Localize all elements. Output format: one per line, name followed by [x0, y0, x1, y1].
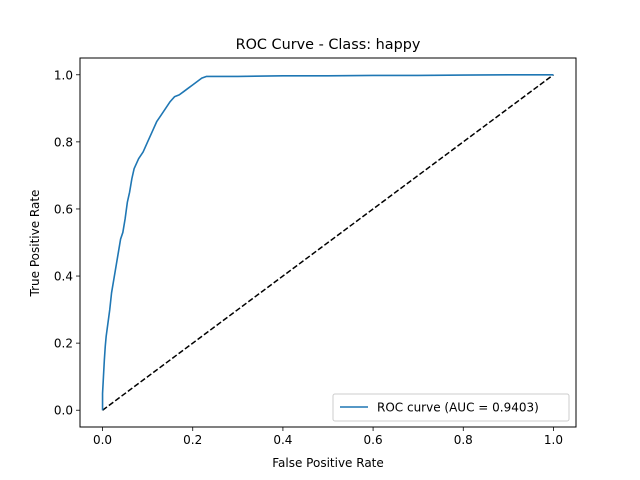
- x-tick-label: 0.6: [364, 433, 383, 447]
- y-tick-label: 0.8: [54, 135, 73, 149]
- axis-ticks: 0.0 0.2 0.4 0.6 0.8 1.0 0.0 0.2 0.4 0.6 0.8 1.0: [54, 68, 563, 447]
- chance-diagonal-line: [102, 74, 554, 411]
- y-tick-label: 0.4: [54, 270, 73, 284]
- plot-frame: [79, 57, 577, 428]
- x-axis-label: False Positive Rate: [272, 456, 384, 470]
- roc-curve-line: [101, 73, 554, 411]
- x-tick-label: 0.8: [454, 433, 473, 447]
- y-axis-label: True Positive Rate: [28, 190, 42, 298]
- x-tick-label: 0.4: [273, 433, 292, 447]
- x-tick-label: 1.0: [544, 433, 563, 447]
- legend-series-label: ROC curve (AUC = 0.9403): [377, 401, 539, 415]
- y-tick-label: 0.6: [54, 202, 73, 216]
- x-tick-label: 0.2: [183, 433, 202, 447]
- chart-title: ROC Curve - Class: happy: [236, 37, 421, 53]
- y-tick-label: 0.0: [54, 404, 73, 418]
- y-tick-label: 1.0: [54, 68, 73, 82]
- x-tick-label: 0.0: [93, 433, 112, 447]
- legend: ROC curve (AUC = 0.9403): [332, 393, 570, 422]
- plot-area: [101, 73, 554, 411]
- y-tick-label: 0.2: [54, 337, 73, 351]
- legend-box: [332, 393, 570, 422]
